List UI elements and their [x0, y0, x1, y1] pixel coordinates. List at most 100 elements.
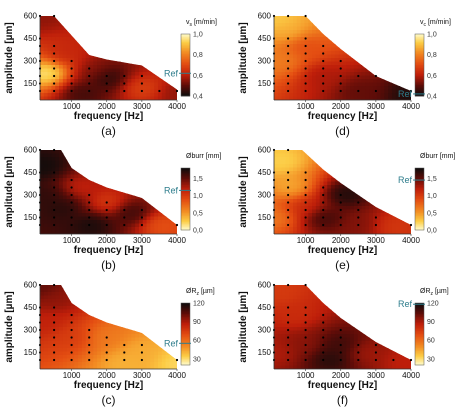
heatmap-cell	[289, 54, 294, 59]
heatmap-cell	[154, 299, 159, 304]
heatmap-cell	[403, 206, 408, 211]
x-tick-label: 1000	[297, 102, 315, 111]
heatmap-cell	[353, 54, 359, 59]
heatmap-cell	[59, 61, 64, 66]
heatmap-cell	[285, 61, 290, 66]
heatmap-cell	[342, 157, 347, 162]
heatmap-cell	[85, 299, 91, 304]
heatmap-cell	[59, 337, 64, 342]
heatmap-cell	[281, 160, 287, 165]
heatmap-cell	[346, 79, 351, 84]
heatmap-cell	[62, 164, 68, 169]
heatmap-cell	[274, 299, 279, 304]
heatmap-cell	[43, 327, 49, 332]
heatmap-cell	[157, 40, 163, 45]
colorbar-segment	[181, 330, 190, 333]
heatmap-cell	[78, 61, 83, 66]
heatmap-cell	[89, 230, 94, 234]
heatmap-cell	[353, 230, 359, 234]
colorbar-segment	[415, 194, 424, 197]
heatmap-cell	[119, 355, 125, 360]
heatmap-cell	[165, 86, 170, 91]
heatmap-cell	[43, 58, 49, 63]
heatmap-cell	[353, 19, 359, 24]
heatmap-cell	[319, 93, 325, 98]
heatmap-cell	[78, 185, 83, 190]
heatmap-cell	[173, 82, 177, 87]
heatmap-cell	[81, 192, 87, 197]
heatmap-cell	[395, 216, 401, 221]
heatmap-cell	[407, 192, 411, 197]
data-point	[175, 223, 179, 227]
heatmap-cell	[319, 58, 325, 63]
heatmap-cell	[165, 327, 170, 332]
colorbar-segment	[181, 363, 190, 366]
heatmap-cell	[100, 358, 106, 363]
heatmap-cell	[161, 171, 167, 176]
heatmap-cell	[173, 316, 177, 321]
heatmap-cell	[66, 178, 72, 183]
heatmap-cell	[78, 206, 83, 211]
heatmap-cell	[365, 16, 370, 21]
heatmap-cell	[169, 327, 174, 332]
heatmap-cell	[78, 330, 83, 335]
heatmap-cell	[123, 209, 129, 214]
heatmap-cell	[112, 54, 117, 59]
heatmap-cell	[116, 93, 121, 98]
heatmap-cell	[112, 230, 117, 234]
heatmap-cell	[100, 355, 106, 360]
heatmap-cell	[376, 157, 382, 162]
heatmap-cell	[70, 327, 75, 332]
heatmap-cell	[89, 30, 94, 35]
heatmap-cell	[319, 79, 325, 84]
heatmap-cell	[346, 223, 351, 228]
heatmap-cell	[173, 306, 177, 311]
colorbar-segment	[181, 349, 190, 352]
heatmap-cell	[157, 327, 163, 332]
heatmap-cell	[350, 206, 355, 211]
heatmap-cell	[319, 223, 325, 228]
heatmap-cell	[47, 344, 53, 349]
heatmap-cell	[51, 160, 56, 165]
heatmap-cell	[85, 227, 91, 232]
heatmap-cell	[281, 26, 287, 31]
heatmap-cell	[165, 285, 170, 290]
heatmap-cell	[85, 26, 91, 31]
heatmap-cell	[293, 150, 298, 155]
heatmap-cell	[51, 33, 56, 38]
heatmap-cell	[173, 54, 177, 59]
heatmap-cell	[112, 316, 117, 321]
heatmap-cell	[165, 320, 170, 325]
heatmap-cell	[97, 82, 102, 87]
heatmap-cell	[116, 30, 121, 35]
heatmap-cell	[119, 306, 125, 311]
heatmap-cell	[361, 89, 366, 94]
heatmap-cell	[138, 44, 144, 49]
heatmap-cell	[66, 61, 72, 66]
heatmap-cell	[157, 313, 163, 318]
heatmap-cell	[369, 44, 374, 49]
heatmap-cell	[81, 171, 87, 176]
heatmap-cell	[334, 153, 340, 158]
heatmap-cell	[331, 220, 336, 225]
heatmap-cell	[85, 327, 91, 332]
heatmap-cell	[108, 192, 113, 197]
heatmap-cell	[388, 174, 393, 179]
heatmap-cell	[154, 337, 159, 342]
heatmap-cell	[277, 86, 283, 91]
heatmap-cell	[388, 150, 393, 155]
heatmap-cell	[293, 82, 298, 87]
heatmap-cell	[376, 44, 382, 49]
heatmap-cell	[274, 51, 279, 56]
heatmap-cell	[293, 47, 298, 52]
heatmap-cell	[334, 178, 340, 183]
heatmap-cell	[97, 362, 102, 367]
heatmap-cell	[395, 30, 401, 35]
heatmap-cell	[135, 330, 140, 335]
heatmap-cell	[304, 47, 309, 52]
heatmap-cell	[323, 206, 328, 211]
heatmap-cell	[327, 96, 332, 100]
heatmap-cell	[93, 33, 98, 38]
heatmap-cell	[131, 358, 136, 363]
heatmap-cell	[81, 75, 87, 80]
